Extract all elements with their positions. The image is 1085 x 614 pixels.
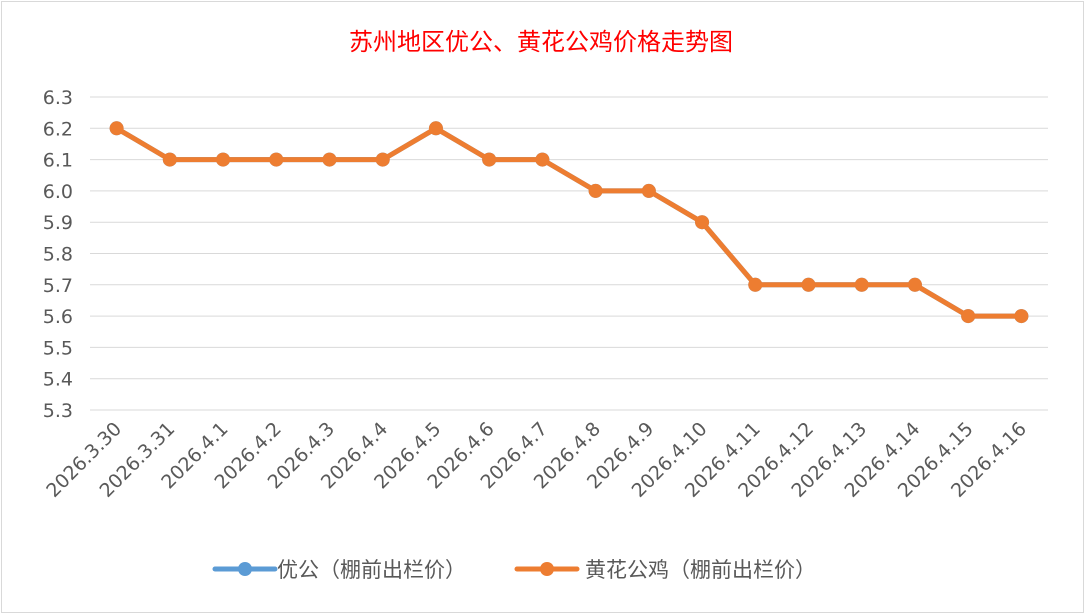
y-tick-label: 5.9 [43,212,73,234]
y-tick-label: 6.1 [43,150,73,172]
legend-marker-icon [540,562,554,576]
series-line [115,125,1022,319]
data-point [162,152,177,167]
y-tick-label: 6.0 [43,181,73,203]
data-point [641,183,656,198]
y-tick-label: 6.2 [43,118,73,140]
y-tick-label: 5.8 [43,244,73,266]
legend-item: 黄花公鸡（棚前出栏价） [514,558,816,582]
series-2 [109,121,1029,324]
data-point [588,183,603,198]
legend-label: 黄花公鸡（棚前出栏价） [585,558,816,582]
legend-item: 优公（棚前出栏价） [212,558,466,582]
data-point [801,277,816,292]
data-point [535,152,550,167]
data-point [854,277,869,292]
data-point [109,121,124,136]
legend-marker-icon [238,562,252,576]
y-tick-label: 5.7 [43,275,73,297]
y-tick-label: 5.6 [43,306,73,328]
legend-label: 优公（棚前出栏价） [277,558,466,582]
data-point [748,277,763,292]
y-tick-label: 5.5 [43,337,73,359]
data-point [428,121,443,136]
y-tick-label: 6.3 [43,87,73,109]
y-tick-label: 5.4 [43,369,73,391]
data-point [907,277,922,292]
data-point [695,215,710,230]
chart-title: 苏州地区优公、黄花公鸡价格走势图 [349,28,733,56]
y-tick-label: 5.3 [43,400,73,422]
data-point [322,152,337,167]
data-point [482,152,497,167]
data-point [216,152,231,167]
data-point [269,152,284,167]
data-point [961,309,976,324]
data-point [1014,309,1029,324]
data-point [375,152,390,167]
